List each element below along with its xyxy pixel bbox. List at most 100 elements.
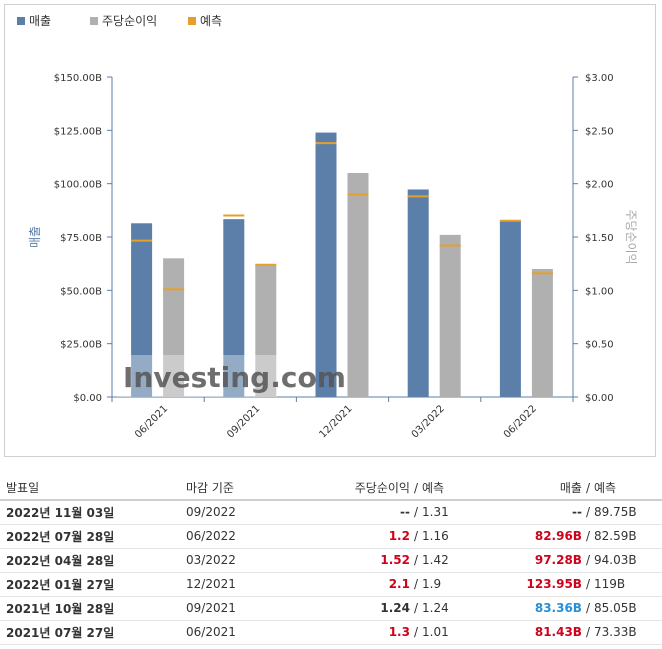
header-eps-sep: /	[413, 481, 418, 495]
revenue-bar	[131, 223, 153, 397]
header-eps: 주당순이익 /	[312, 476, 420, 501]
table-row: 2022년 11월 03일 09/2022 --/1.31 --/89.75B	[0, 500, 662, 525]
left-tick-label: $75.00B	[60, 233, 102, 244]
revenue-sep: /	[585, 529, 590, 543]
cell-period-end: 09/2022	[182, 500, 312, 525]
right-tick-label: $2.00	[585, 180, 614, 191]
x-tick-label: 12/2021	[317, 403, 354, 440]
revenue-bar	[223, 219, 245, 397]
eps-value: 1.52	[380, 553, 410, 567]
table-row: 2021년 07월 27일 06/2021 1.3/1.01 81.43B/73.33…	[0, 620, 662, 645]
cell-period-end: 06/2021	[182, 620, 312, 645]
left-tick-label: $50.00B	[60, 286, 102, 297]
left-tick-label: $150.00B	[54, 73, 102, 84]
cell-revenue-forecast: 82.59B	[592, 524, 662, 549]
header-eps-forecast: 예측	[420, 476, 492, 501]
cell-eps: 2.1/	[312, 572, 420, 597]
revenue-value: 123.95B	[526, 577, 582, 591]
cell-date: 2022년 11월 03일	[0, 500, 182, 525]
left-axis-title: 매출	[28, 226, 42, 248]
cell-eps: 1.24/	[312, 596, 420, 621]
eps-bar	[347, 173, 369, 397]
right-tick-label: $1.50	[585, 233, 614, 244]
header-revenue-sep: /	[585, 481, 590, 495]
left-tick-label: $125.00B	[54, 126, 102, 137]
revenue-bar	[499, 220, 521, 397]
revenue-value: 97.28B	[534, 553, 582, 567]
eps-sep: /	[413, 553, 418, 567]
cell-eps-forecast: 1.42	[420, 548, 492, 573]
table-header-row: 발표일 마감 기준 주당순이익 / 예측 매출 / 예측	[0, 476, 662, 501]
eps-value: 2.1	[388, 577, 410, 591]
cell-date: 2021년 10월 28일	[0, 596, 182, 621]
left-tick-label: $0.00	[73, 393, 102, 404]
cell-revenue: 81.43B /	[492, 620, 592, 645]
cell-revenue-forecast: 94.03B	[592, 548, 662, 573]
cell-eps: -- /	[312, 500, 420, 525]
cell-eps-forecast: 1.24	[420, 596, 492, 621]
cell-date: 2021년 07월 27일	[0, 620, 182, 645]
legend-swatch	[188, 17, 196, 25]
revenue-bar	[407, 189, 429, 397]
legend-swatch	[17, 17, 25, 25]
right-tick-label: $2.50	[585, 126, 614, 137]
eps-sep: /	[413, 529, 418, 543]
cell-eps: 1.3/	[312, 620, 420, 645]
cell-date: 2022년 01월 27일	[0, 572, 182, 597]
revenue-bar	[315, 132, 337, 397]
eps-sep: /	[413, 577, 418, 591]
header-eps-label: 주당순이익	[354, 481, 410, 495]
cell-date: 2022년 04월 28일	[0, 548, 182, 573]
header-period-end: 마감 기준	[182, 476, 312, 501]
x-tick-label: 06/2021	[133, 403, 170, 440]
cell-revenue: 83.36B /	[492, 596, 592, 621]
cell-date: 2022년 07월 28일	[0, 524, 182, 549]
cell-period-end: 12/2021	[182, 572, 312, 597]
cell-revenue: 82.96B /	[492, 524, 592, 549]
revenue-sep: /	[585, 577, 590, 591]
cell-revenue-forecast: 119B	[592, 572, 662, 597]
table-row: 2021년 10월 28일 09/2021 1.24/1.24 83.36B/85.0…	[0, 596, 662, 621]
eps-bar	[439, 234, 461, 397]
eps-value: 1.3	[388, 625, 410, 639]
x-tick-label: 06/2022	[502, 403, 539, 440]
eps-sep: /	[413, 625, 418, 639]
eps-value: 1.24	[380, 601, 410, 615]
legend-label: 주당순이익	[102, 14, 157, 28]
eps-bar	[163, 258, 185, 397]
cell-eps-forecast: 1.01	[420, 620, 492, 645]
right-tick-label: $0.50	[585, 340, 614, 351]
revenue-sep: /	[585, 601, 590, 615]
right-tick-label: $3.00	[585, 73, 614, 84]
x-tick-label: 09/2021	[225, 403, 262, 440]
revenue-sep: /	[585, 505, 590, 520]
table-row: 2022년 01월 27일 12/2021 2.1/1.9 123.95B/119B	[0, 572, 662, 597]
revenue-value: 82.96B	[534, 529, 582, 543]
cell-revenue-forecast: 73.33B	[592, 620, 662, 645]
legend-label: 매출	[29, 14, 51, 28]
legend-label: 예측	[200, 14, 222, 28]
revenue-sep: /	[585, 625, 590, 639]
right-tick-label: $1.00	[585, 286, 614, 297]
cell-revenue-forecast: 85.05B	[592, 596, 662, 621]
eps-bar	[531, 269, 553, 397]
cell-period-end: 06/2022	[182, 524, 312, 549]
revenue-value: 81.43B	[534, 625, 582, 639]
revenue-value: --	[571, 505, 582, 520]
cell-revenue: 123.95B /	[492, 572, 592, 597]
header-revenue-label: 매출	[559, 481, 582, 495]
cell-eps: 1.2/	[312, 524, 420, 549]
table-body: 2022년 11월 03일 09/2022 --/1.31 --/89.75B 2022…	[0, 500, 662, 645]
cell-revenue: -- /	[492, 500, 592, 525]
table-row: 2022년 07월 28일 06/2022 1.2/1.16 82.96B/82.59…	[0, 524, 662, 549]
eps-bar	[255, 264, 277, 397]
table-row: 2022년 04월 28일 03/2022 1.52/1.42 97.28B/94.0…	[0, 548, 662, 573]
earnings-table: 발표일 마감 기준 주당순이익 / 예측 매출 / 예측 2022년 11월 03일…	[0, 476, 662, 645]
right-tick-label: $0.00	[585, 393, 614, 404]
cell-revenue: 97.28B /	[492, 548, 592, 573]
cell-eps: 1.52/	[312, 548, 420, 573]
cell-period-end: 03/2022	[182, 548, 312, 573]
watermark-backdrop	[117, 355, 277, 397]
legend-swatch	[90, 17, 98, 25]
eps-value: 1.2	[388, 529, 410, 543]
